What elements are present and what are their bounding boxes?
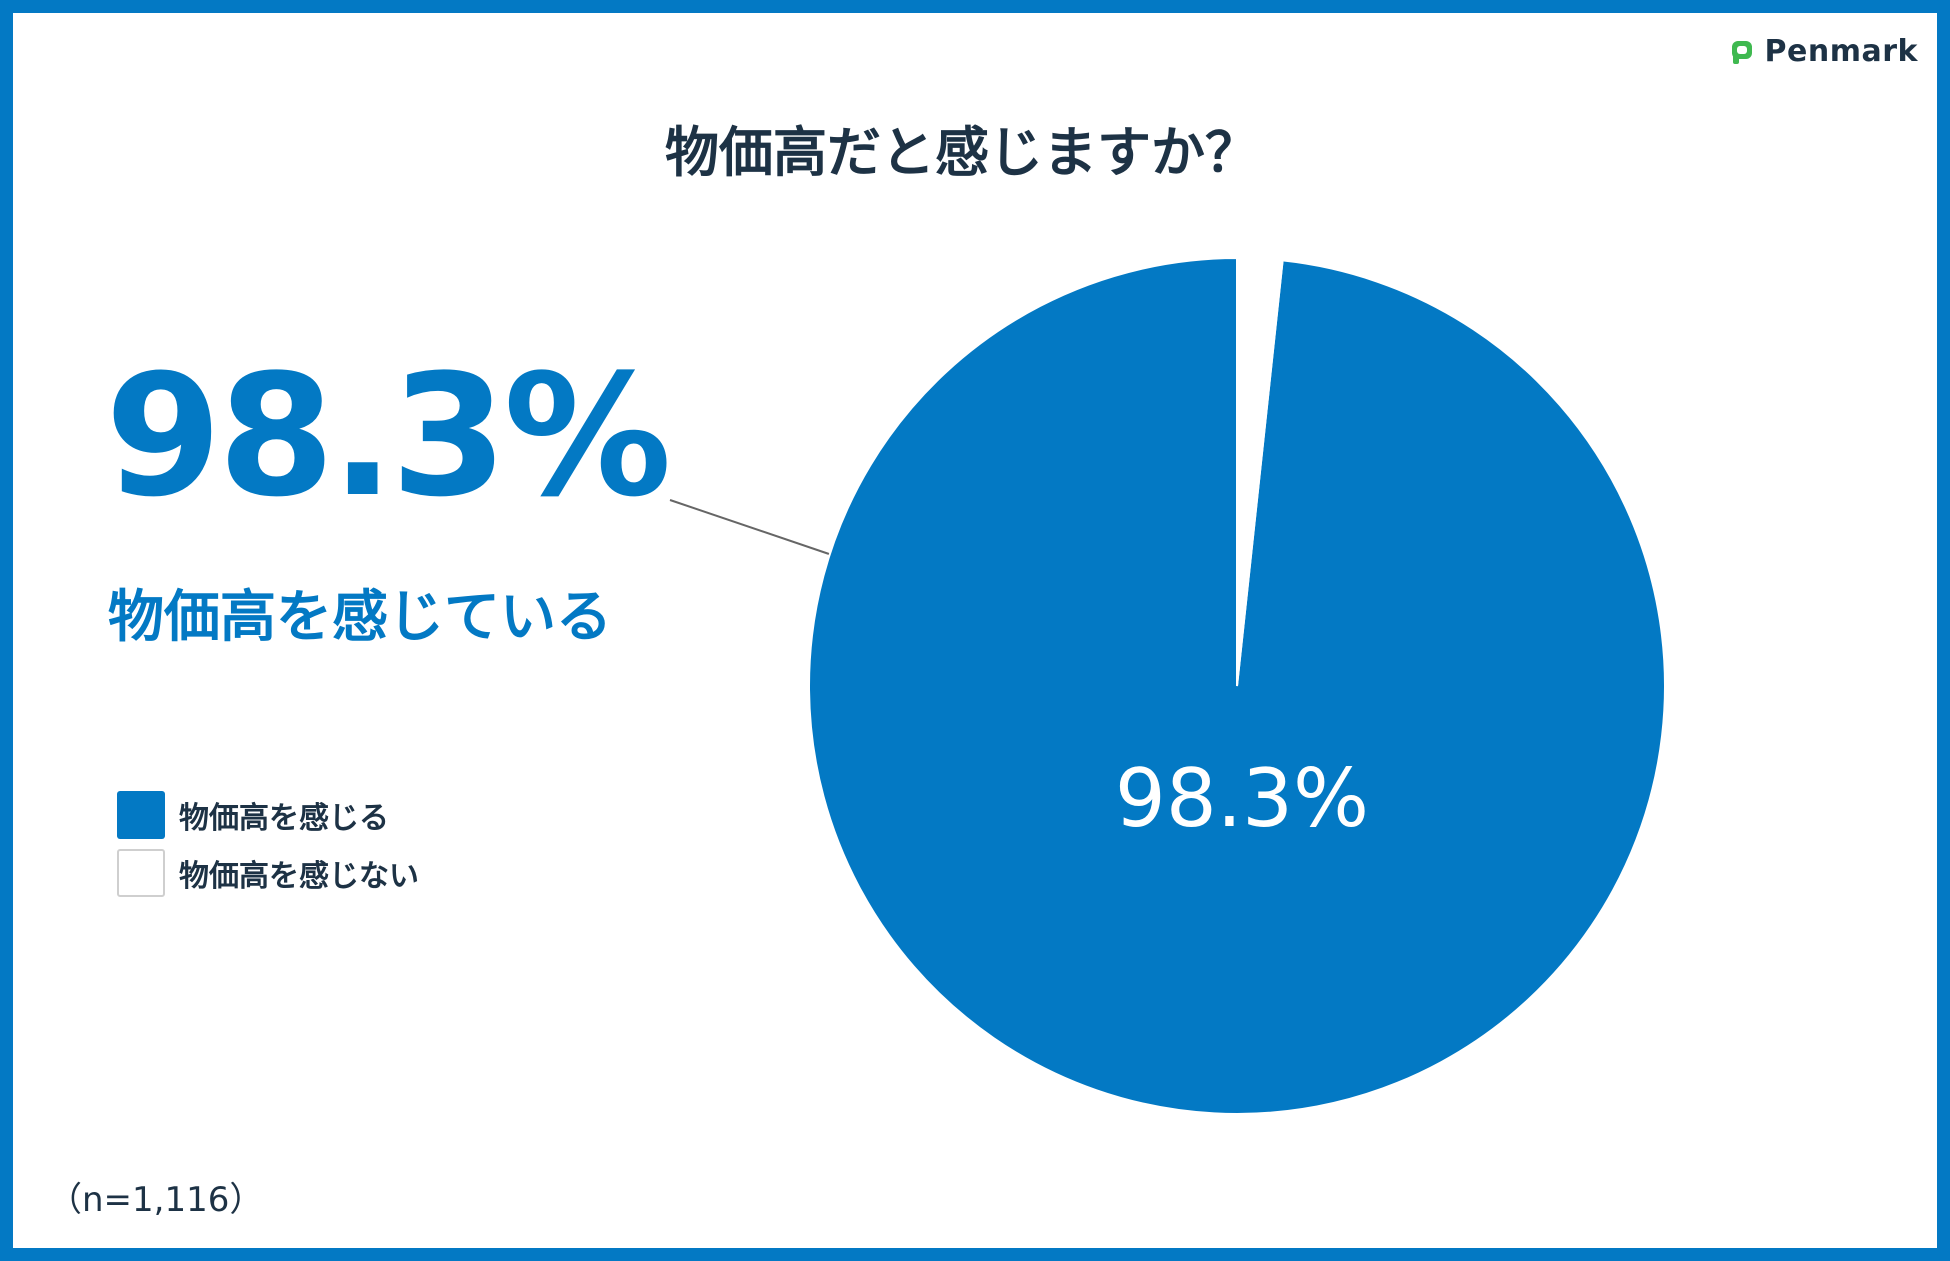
- penmark-logo-icon: [1731, 40, 1752, 64]
- leader-line: [669, 499, 833, 556]
- headline-percentage: 98.3%: [105, 338, 672, 534]
- pie-slice: [1236, 256, 1284, 687]
- legend-item: 物価高を感じる: [117, 790, 419, 840]
- pie-slice-label: 98.3%: [1115, 752, 1369, 845]
- legend-swatch: [117, 849, 165, 897]
- sample-size-note: （n=1,116）: [48, 1180, 264, 1220]
- legend-item: 物価高を感じない: [117, 848, 419, 898]
- headline-label: 物価高を感じている: [108, 585, 612, 650]
- brand-logo: Penmark: [1729, 34, 1918, 69]
- chart-title: 物価高だと感じますか？: [665, 121, 1259, 184]
- legend-label: 物価高を感じない: [179, 859, 419, 894]
- brand-name: Penmark: [1764, 34, 1918, 69]
- legend: 物価高を感じる 物価高を感じない: [117, 790, 419, 906]
- legend-label: 物価高を感じる: [179, 801, 389, 836]
- legend-swatch: [117, 791, 165, 839]
